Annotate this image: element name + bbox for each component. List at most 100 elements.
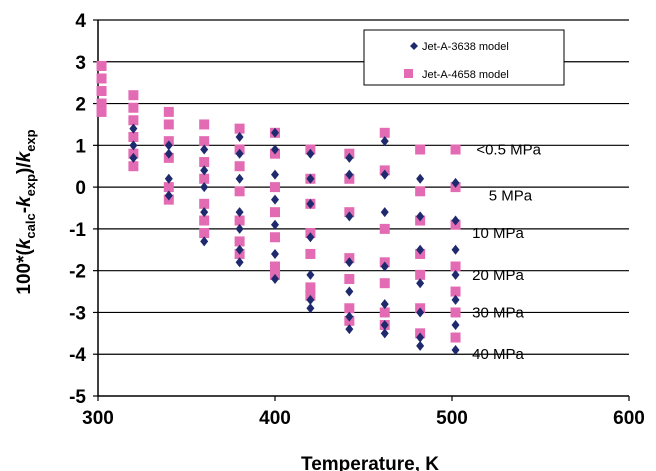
y-axis-title: 100*(kcalc-kexp)/kexp [14,129,38,294]
y-title-close: )/ [14,162,35,174]
legend-marker-diamond [410,42,418,50]
point-jet-a-3638 [451,177,460,188]
point-jet-a-3638 [451,269,460,280]
point-jet-a-4658 [128,161,139,172]
pressure-label: 30 MPa [472,304,524,321]
point-jet-a-3638 [235,257,244,268]
point-jet-a-3638 [451,345,460,356]
point-jet-a-4658 [379,223,390,234]
point-jet-a-3638 [416,173,425,184]
point-jet-a-3638 [380,319,389,330]
point-jet-a-3638 [306,294,315,305]
point-jet-a-3638 [306,148,315,159]
point-jet-a-4658 [163,106,174,117]
point-jet-a-4658 [199,198,210,209]
point-jet-a-4658 [163,119,174,130]
point-jet-a-4658 [450,332,461,343]
y-title-k1-sub: calc [23,213,38,238]
point-jet-a-4658 [234,161,245,172]
point-jet-a-4658 [234,186,245,197]
point-jet-a-3638 [451,215,460,226]
data-points [96,60,461,356]
point-jet-a-3638 [380,207,389,218]
point-jet-a-3638 [200,165,209,176]
y-title-prefix: 100*( [14,249,35,295]
point-jet-a-4658 [199,119,210,130]
legend-box [363,29,565,86]
y-title-k3: k [14,150,35,162]
point-jet-a-3638 [164,190,173,201]
point-jet-a-3638 [306,198,315,209]
point-jet-a-3638 [129,140,138,151]
x-tick-label: 400 [259,408,291,429]
pressure-label: 40 MPa [472,346,524,363]
point-jet-a-3638 [271,194,279,205]
point-jet-a-3638 [200,236,209,247]
point-jet-a-4658 [305,248,316,259]
pressure-label: 10 MPa [472,225,524,242]
point-jet-a-3638 [345,286,354,297]
point-jet-a-3638 [271,169,279,180]
point-jet-a-3638 [416,278,425,289]
pressure-label: 20 MPa [472,267,524,284]
y-title-k1: k [14,237,35,249]
point-jet-a-4658 [128,131,139,142]
point-jet-a-3638 [271,144,279,155]
x-axis-title: Temperature, K [301,454,439,471]
y-title-k3-sub: exp [23,129,38,151]
point-jet-a-4658 [450,286,461,297]
point-jet-a-4658 [96,60,107,71]
point-jet-a-4658 [344,274,355,285]
legend-label-series-1: Jet-A-3638 model [422,41,509,53]
point-jet-a-3638 [235,131,244,142]
y-title-minus: - [14,207,35,213]
point-jet-a-3638 [416,244,425,255]
point-jet-a-4658 [234,123,245,134]
point-jet-a-4658 [450,307,461,318]
y-tick-label: -4 [69,345,86,366]
point-jet-a-3638 [345,169,354,180]
pressure-annotations: <0.5 MPa 5 MPa 10 MPa 20 MPa 30 MPa 40 MPa [472,142,541,364]
legend-label-series-2: Jet-A-4658 model [422,69,509,81]
point-jet-a-4658 [199,228,210,239]
point-jet-a-3638 [235,223,244,234]
y-tick-label: -3 [69,303,86,324]
point-jet-a-3638 [235,244,244,255]
point-jet-a-3638 [200,207,209,218]
legend: Jet-A-3638 model Jet-A-4658 model [363,29,565,86]
y-tick-label: 2 [75,95,86,116]
point-jet-a-4658 [163,182,174,193]
point-jet-a-4658 [450,261,461,272]
y-title-k2: k [14,195,35,207]
point-jet-a-3638 [271,274,279,285]
point-jet-a-3638 [380,136,389,147]
point-jet-a-4658 [199,173,210,184]
x-tick-label: 500 [436,408,468,429]
x-tick-label: 300 [82,408,114,429]
point-jet-a-4658 [234,215,245,226]
point-jet-a-4658 [128,115,139,126]
point-jet-a-3638 [380,328,389,339]
point-jet-a-4658 [199,136,210,147]
point-jet-a-3638 [129,123,138,134]
point-jet-a-4658 [379,127,390,138]
point-jet-a-4658 [415,144,426,155]
point-jet-a-3638 [345,324,354,335]
pressure-label: 5 MPa [489,187,533,204]
point-jet-a-3638 [380,169,389,180]
point-jet-a-3638 [306,269,315,280]
x-tick-label: 600 [613,408,645,429]
point-jet-a-4658 [270,182,280,193]
point-jet-a-4658 [199,215,210,226]
y-tick-label: 1 [75,136,86,157]
point-jet-a-4658 [96,86,107,97]
gridlines [98,19,629,355]
point-jet-a-3638 [164,140,173,151]
point-jet-a-3638 [345,311,354,322]
point-jet-a-3638 [345,211,354,222]
point-jet-a-3638 [380,261,389,272]
point-jet-a-3638 [235,173,244,184]
point-jet-a-3638 [451,244,460,255]
y-tick-label: 4 [75,11,86,32]
point-jet-a-3638 [200,182,209,193]
